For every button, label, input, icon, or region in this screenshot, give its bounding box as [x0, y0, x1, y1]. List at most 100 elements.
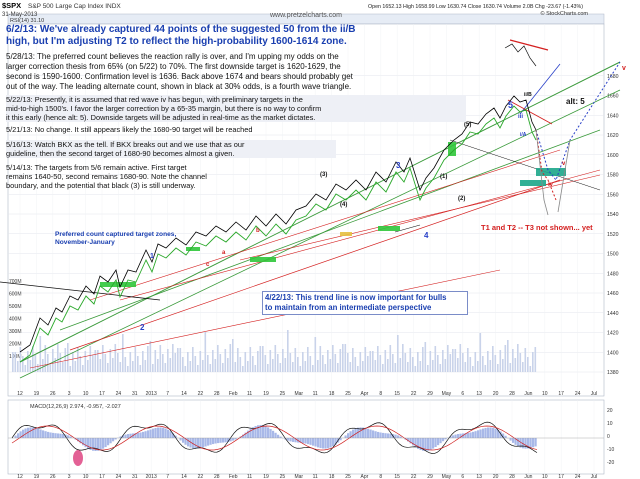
gray-projection [535, 129, 549, 216]
volume-bar [129, 352, 132, 372]
volume-bar [487, 351, 489, 372]
x-tick-label: 19 [263, 474, 269, 479]
macd-histogram-bar [322, 438, 325, 449]
volume-bar [407, 362, 409, 372]
macd-histogram-bar [209, 438, 212, 445]
volume-bar [302, 352, 304, 372]
volume-bar [394, 363, 397, 372]
macd-histogram-bar [69, 436, 72, 438]
x-tick-label: 10 [83, 474, 89, 479]
x-tick-label: 26 [50, 391, 56, 397]
volume-bar [134, 347, 137, 372]
macd-tick-label: 0 [607, 434, 610, 440]
y-tick-label: 1560 [607, 192, 619, 198]
volume-bar [484, 365, 487, 372]
grid-lines: 1680166016401620160015801560154015201500… [8, 24, 619, 479]
volume-bar [267, 364, 269, 372]
volume-tick-label: 600M [9, 292, 22, 298]
macd-histogram-bar [532, 438, 535, 448]
volume-bar [202, 360, 204, 372]
note-5-21-13-line: 5/21/13: No change. It still appears lik… [6, 125, 253, 134]
volume-bar [147, 346, 149, 372]
macd-histogram-bar [182, 438, 185, 443]
macd-histogram-bar [489, 427, 492, 438]
macd-histogram-bar [142, 431, 145, 438]
x-tick-label: 18 [329, 391, 335, 397]
target-zones [100, 142, 566, 287]
volume-bar [329, 359, 332, 372]
macd-histogram-bar [414, 438, 417, 448]
macd-histogram-bar [257, 425, 260, 438]
macd-histogram-bar [329, 438, 332, 448]
macd-histogram-bar [419, 438, 422, 451]
macd-histogram-bar [434, 438, 437, 448]
volume-bar [229, 344, 232, 372]
x-tick-label: Apr [361, 474, 369, 479]
volume-bar [462, 353, 464, 372]
macd-histogram-bar [19, 431, 22, 438]
volume-bar [234, 362, 237, 372]
volume-bar [274, 345, 277, 372]
volume-bar [142, 351, 144, 372]
volume-bar [419, 361, 422, 372]
volume-tick-label: 500M [9, 304, 22, 310]
macd-histogram-bar [249, 428, 252, 438]
volume-bar [404, 353, 407, 372]
note-t1-t2-line: T1 and T2 -- T3 not shown... yet [481, 223, 593, 232]
x-tick-label: Mar [294, 391, 303, 397]
macd-histogram-bar [459, 433, 462, 438]
note-5-22-13: 5/22/13: Presently, it is assumed that r… [6, 95, 466, 122]
x-tick-label: 26 [50, 474, 56, 479]
macd-histogram-bar [22, 429, 25, 438]
x-tick-label: 14 [181, 391, 187, 397]
volume-bar [69, 366, 72, 372]
macd-histogram-bar [397, 435, 400, 438]
volume-bar [469, 357, 472, 372]
channel-line [507, 99, 553, 125]
volume-bar [532, 352, 534, 372]
macd-histogram-bar [512, 438, 515, 443]
y-tick-label: 1480 [607, 271, 619, 277]
macd-histogram-bar [287, 438, 290, 441]
x-tick-label: 22 [198, 391, 204, 397]
macd-histogram-bar [382, 432, 385, 438]
index-name: S&P 500 Large Cap Index INDX [28, 3, 121, 10]
volume-bar [94, 350, 97, 372]
volume-bar [139, 365, 142, 372]
x-tick-label: 8 [379, 474, 382, 479]
volume-bar [217, 345, 219, 372]
volume-bar [474, 352, 477, 372]
macd-histogram-bar [352, 429, 355, 438]
y-tick-label: 1680 [607, 74, 619, 80]
note-5-14-13-line: boundary, and the potential that black (… [6, 181, 196, 190]
volume-bar [357, 366, 359, 372]
macd-histogram-bar [429, 438, 432, 450]
volume-tick-label: 700M [9, 279, 22, 285]
wave-label: 4 [424, 231, 429, 240]
volume-bar [382, 364, 384, 372]
volume-bar [464, 362, 467, 372]
volume-bar [377, 346, 379, 372]
macd-histogram-bar [197, 438, 200, 449]
macd-histogram-bar [269, 428, 272, 438]
macd-histogram-bar [437, 438, 440, 446]
volume-bar [319, 346, 322, 372]
macd-histogram-bar [147, 430, 150, 438]
macd-histogram-bar [334, 438, 337, 445]
macd-histogram-bar [514, 438, 517, 445]
x-tick-label: 29 [427, 474, 433, 479]
volume-bar [379, 355, 382, 372]
macd-histogram-bar [302, 438, 305, 444]
volume-bar [114, 344, 117, 372]
wave-projections: 5 iv v (3) (4) (5) 3 4 iii ii/B i/A a b c 1 2 (1) (2) v [140, 61, 626, 332]
note-target-zones: Preferred count captured target zones, N… [55, 231, 185, 247]
macd-histogram-bar [109, 438, 112, 444]
macd-tick-label: 10 [607, 421, 613, 427]
macd-histogram-bar [62, 434, 65, 438]
x-tick-label: 25 [345, 474, 351, 479]
volume-bar [527, 357, 529, 372]
volume-bar [514, 358, 517, 372]
y-tick-label: 1620 [607, 133, 619, 139]
x-tick-label: 14 [181, 474, 187, 479]
x-tick-label: 2013 [146, 391, 157, 397]
